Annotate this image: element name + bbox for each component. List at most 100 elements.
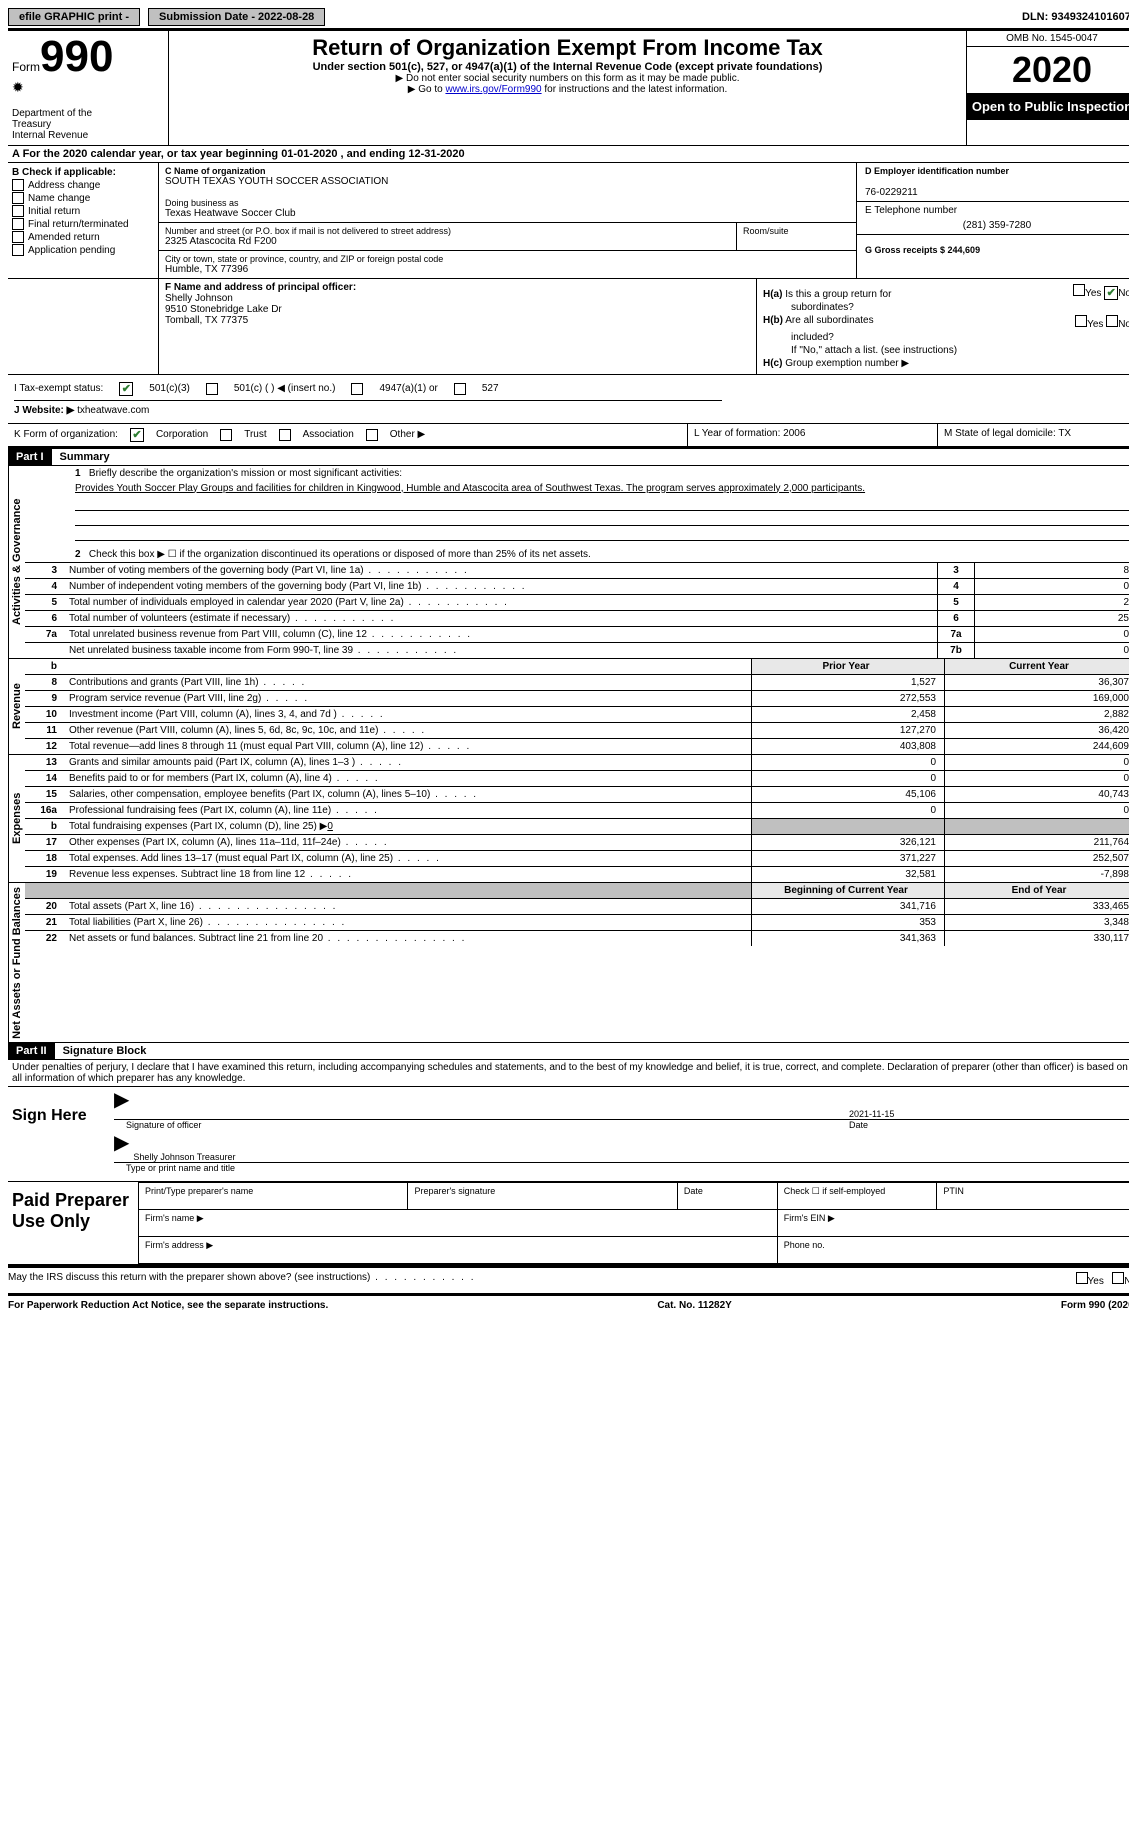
top-bar: efile GRAPHIC print - Submission Date - … — [8, 8, 1129, 26]
hc-label: H(c) — [763, 358, 782, 369]
opt-name-change: Name change — [28, 193, 90, 204]
sig-arrow-icon: ▶ — [114, 1095, 129, 1119]
h-note: If "No," attach a list. (see instruction… — [763, 345, 1129, 356]
org-name-value: SOUTH TEXAS YOUTH SOCCER ASSOCIATION — [165, 176, 850, 187]
chk-corporation[interactable]: ✔ — [130, 428, 144, 442]
form-org-label: K Form of organization: — [14, 429, 118, 440]
header-right: OMB No. 1545-0047 2020 Open to Public In… — [967, 31, 1129, 145]
ha-text2: subordinates? — [763, 302, 1129, 313]
governance-table: 3Number of voting members of the governi… — [25, 562, 1129, 658]
org-name-label: C Name of organization — [165, 166, 850, 176]
website-value: txheatwave.com — [77, 405, 149, 416]
opt-final-return: Final return/terminated — [28, 219, 129, 230]
opt-application-pending: Application pending — [28, 245, 115, 256]
chk-501c3[interactable]: ✔ — [119, 382, 133, 396]
ein-label: D Employer identification number — [865, 166, 1129, 176]
chk-other[interactable] — [366, 429, 378, 441]
discuss-no-label: No — [1124, 1276, 1129, 1287]
block-h-group-return: H(a) Is this a group return for Yes ✔No … — [757, 279, 1129, 374]
street-value: 2325 Atascocita Rd F200 — [165, 236, 730, 247]
hb-no-label: No — [1118, 319, 1129, 330]
part1-header-row: Part I Summary — [8, 449, 1129, 466]
signature-date-label: Date — [849, 1120, 1129, 1130]
chk-discuss-no[interactable] — [1112, 1272, 1124, 1284]
revenue-section: Revenue bPrior YearCurrent Year8Contribu… — [8, 659, 1129, 755]
org-info-grid: B Check if applicable: Address change Na… — [8, 163, 1129, 278]
chk-501c[interactable] — [206, 383, 218, 395]
chk-trust[interactable] — [220, 429, 232, 441]
header-center: Return of Organization Exempt From Incom… — [168, 31, 967, 145]
pp-date-label: Date — [677, 1183, 777, 1210]
dept-treasury: Department of the Treasury Internal Reve… — [12, 108, 164, 141]
chk-name-change[interactable] — [12, 192, 24, 204]
dept-line3: Internal Revenue — [12, 130, 164, 141]
chk-4947[interactable] — [351, 383, 363, 395]
blank-line-2 — [75, 511, 1129, 526]
opt-initial-return: Initial return — [28, 206, 80, 217]
chk-ha-yes[interactable] — [1073, 284, 1085, 296]
officer-group-row: F Name and address of principal officer:… — [8, 278, 1129, 374]
chk-hb-no[interactable] — [1106, 315, 1118, 327]
signature-officer-label: Signature of officer — [126, 1120, 849, 1130]
blank-line-3 — [75, 526, 1129, 541]
city-label: City or town, state or province, country… — [165, 254, 850, 264]
paid-preparer-table: Print/Type preparer's name Preparer's si… — [138, 1182, 1129, 1264]
net-assets-section: Net Assets or Fund Balances Beginning of… — [8, 883, 1129, 1043]
ha-label: H(a) — [763, 289, 782, 300]
opt-4947: 4947(a)(1) or — [379, 383, 437, 394]
block-c-org-name: C Name of organization SOUTH TEXAS YOUTH… — [158, 163, 857, 278]
discuss-text: May the IRS discuss this return with the… — [8, 1272, 370, 1283]
net-assets-vertical-label: Net Assets or Fund Balances — [8, 883, 25, 1043]
opt-address-change: Address change — [28, 180, 100, 191]
catalog-number: Cat. No. 11282Y — [657, 1300, 731, 1311]
blank-line-1 — [75, 496, 1129, 511]
opt-other: Other ▶ — [390, 429, 425, 440]
chk-initial-return[interactable] — [12, 205, 24, 217]
chk-application-pending[interactable] — [12, 244, 24, 256]
opt-association: Association — [303, 429, 354, 440]
pp-sig-label: Preparer's signature — [408, 1183, 677, 1210]
goto-suffix: for instructions and the latest informat… — [542, 84, 728, 95]
submission-date-button[interactable]: Submission Date - 2022-08-28 — [148, 8, 325, 26]
privacy-note: ▶ Do not enter social security numbers o… — [173, 73, 962, 84]
opt-corporation: Corporation — [156, 429, 208, 440]
pp-name-label: Print/Type preparer's name — [139, 1183, 408, 1210]
chk-address-change[interactable] — [12, 179, 24, 191]
ein-value: 76-0229211 — [865, 187, 1129, 198]
part2-title: Signature Block — [55, 1045, 147, 1057]
form-title: Return of Organization Exempt From Incom… — [173, 35, 962, 61]
dba-value: Texas Heatwave Soccer Club — [165, 208, 850, 219]
form-subtitle: Under section 501(c), 527, or 4947(a)(1)… — [173, 61, 962, 73]
pp-firm-name-label: Firm's name ▶ — [139, 1210, 778, 1237]
phone-value: (281) 359-7280 — [865, 216, 1129, 231]
chk-final-return[interactable] — [12, 218, 24, 230]
efile-button[interactable]: efile GRAPHIC print - — [8, 8, 140, 26]
street-label: Number and street (or P.O. box if mail i… — [165, 226, 730, 236]
chk-discuss-yes[interactable] — [1076, 1272, 1088, 1284]
chk-hb-yes[interactable] — [1075, 315, 1087, 327]
form-org-row: K Form of organization: ✔Corporation Tru… — [8, 424, 1129, 449]
ha-yes-label: Yes — [1085, 288, 1101, 299]
chk-527[interactable] — [454, 383, 466, 395]
form-number: 990 — [40, 32, 113, 81]
pp-ptin-label: PTIN — [937, 1183, 1129, 1210]
chk-amended-return[interactable] — [12, 231, 24, 243]
state-domicile: M State of legal domicile: TX — [937, 424, 1129, 446]
hb-label: H(b) — [763, 315, 783, 326]
block-d-ein: D Employer identification number 76-0229… — [857, 163, 1129, 278]
officer-label: F Name and address of principal officer: — [165, 282, 750, 293]
form-reference: Form 990 (2020) — [1061, 1300, 1129, 1311]
irs-form990-link[interactable]: www.irs.gov/Form990 — [445, 84, 541, 95]
officer-addr1: 9510 Stonebridge Lake Dr — [165, 304, 750, 315]
pp-check-label: Check ☐ if self-employed — [777, 1183, 937, 1210]
chk-association[interactable] — [279, 429, 291, 441]
part2-header-row: Part II Signature Block — [8, 1042, 1129, 1060]
opt-527: 527 — [482, 383, 499, 394]
website-label: J Website: ▶ — [14, 405, 77, 416]
hb-text1: Are all subordinates — [785, 315, 873, 326]
revenue-table: bPrior YearCurrent Year8Contributions an… — [25, 659, 1129, 754]
row-a-tax-year: A For the 2020 calendar year, or tax yea… — [8, 145, 1129, 163]
pp-firm-addr-label: Firm's address ▶ — [139, 1237, 778, 1264]
chk-ha-no[interactable]: ✔ — [1104, 286, 1118, 300]
signature-officer-field[interactable] — [133, 1095, 849, 1119]
